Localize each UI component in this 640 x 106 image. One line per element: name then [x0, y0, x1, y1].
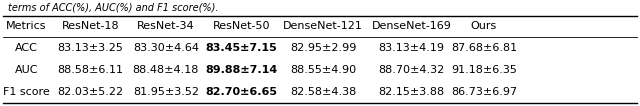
- Text: 81.95±3.52: 81.95±3.52: [132, 87, 199, 97]
- Text: 91.18±6.35: 91.18±6.35: [451, 65, 516, 75]
- Text: 83.13±3.25: 83.13±3.25: [58, 43, 123, 53]
- Text: ResNet-18: ResNet-18: [61, 22, 119, 31]
- Text: 88.70±4.32: 88.70±4.32: [378, 65, 445, 75]
- Text: 83.45±7.15: 83.45±7.15: [205, 43, 277, 53]
- Text: ResNet-34: ResNet-34: [137, 22, 195, 31]
- Text: 82.15±3.88: 82.15±3.88: [378, 87, 445, 97]
- Text: terms of ACC(%), AUC(%) and F1 score(%).: terms of ACC(%), AUC(%) and F1 score(%).: [8, 2, 218, 12]
- Text: 88.48±4.18: 88.48±4.18: [132, 65, 199, 75]
- Text: F1 score: F1 score: [3, 87, 50, 97]
- Text: 82.58±4.38: 82.58±4.38: [290, 87, 356, 97]
- Text: 88.55±4.90: 88.55±4.90: [290, 65, 356, 75]
- Text: DenseNet-121: DenseNet-121: [284, 22, 363, 31]
- Text: 86.73±6.97: 86.73±6.97: [451, 87, 517, 97]
- Text: 82.95±2.99: 82.95±2.99: [290, 43, 356, 53]
- Text: AUC: AUC: [15, 65, 38, 75]
- Text: 82.03±5.22: 82.03±5.22: [57, 87, 124, 97]
- Text: ResNet-50: ResNet-50: [212, 22, 270, 31]
- Text: Ours: Ours: [470, 22, 497, 31]
- Text: DenseNet-169: DenseNet-169: [372, 22, 451, 31]
- Text: 88.58±6.11: 88.58±6.11: [57, 65, 124, 75]
- Text: 89.88±7.14: 89.88±7.14: [205, 65, 277, 75]
- Text: ACC: ACC: [15, 43, 38, 53]
- Text: 82.70±6.65: 82.70±6.65: [205, 87, 277, 97]
- Text: 83.13±4.19: 83.13±4.19: [378, 43, 445, 53]
- Text: Metrics: Metrics: [6, 22, 47, 31]
- Text: 83.30±4.64: 83.30±4.64: [132, 43, 199, 53]
- Text: 87.68±6.81: 87.68±6.81: [451, 43, 517, 53]
